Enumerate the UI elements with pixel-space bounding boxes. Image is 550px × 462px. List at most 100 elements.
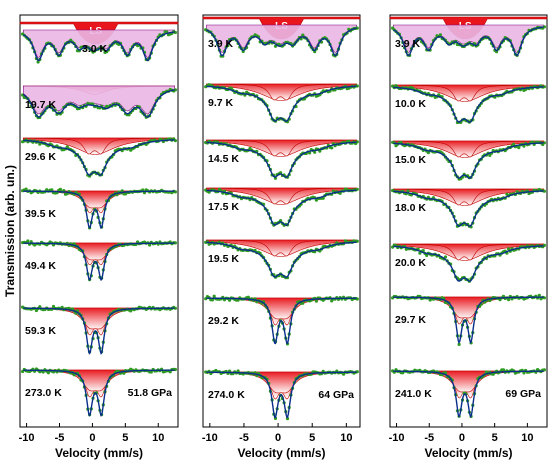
fit-line [393,86,544,123]
fit-line [206,297,357,345]
subspectrum-fill [392,243,545,261]
data-point [512,142,516,146]
spectrum-145K: 14.5 K [204,139,359,180]
fit-line [206,141,357,178]
data-point [537,293,541,297]
fit-line [393,190,544,227]
subspectrum-fill [22,190,176,209]
spectrum-180K: 18.0 K [391,187,547,229]
x-tick-label: 0 [275,432,281,444]
panel-frame [389,14,548,428]
data-point [41,370,45,374]
data-point [507,298,511,302]
spectrum-395K: 39.5 K [21,187,177,230]
temperature-label: 15.0 K [395,154,426,166]
spectrum-195K: 19.5 K [204,239,359,280]
spectrum-175K: 17.5 K [204,187,359,227]
fit-line [23,369,175,417]
spectrum-30K: LS3.0 K [19,21,179,64]
temperature-label: 49.4 K [25,260,56,272]
data-point [46,371,51,375]
temperature-label: 29.6 K [25,151,56,163]
data-point [173,88,177,92]
data-point [522,371,526,375]
temperature-label: 29.7 K [395,314,426,326]
pressure-label: 51.8 GPa [128,387,173,399]
temperature-label: 3.9 K [395,38,421,50]
data-point [301,33,305,37]
fit-line [23,242,175,282]
x-tick-label: 10 [521,432,533,444]
subspectrum-fill [392,188,545,206]
data-point [38,305,42,309]
subspectrum-fill [206,239,357,257]
x-tick-label: 5 [122,432,128,444]
temperature-label: 19.7 K [25,99,56,111]
data-point [58,187,63,191]
temperature-label: 14.5 K [208,153,239,165]
x-tick-label: -10 [19,432,35,444]
temperature-label: 273.0 K [25,387,62,399]
x-tick-label: 5 [492,432,498,444]
spectrum-197K: 19.7 K [21,85,177,120]
fit-line [393,296,544,344]
data-point [168,370,172,374]
spectrum-296K: 29.6 K [21,137,177,178]
pressure-label: 69 GPa [505,388,541,400]
spectrum-39K: LS3.9 K [202,16,361,58]
data-point [149,370,153,374]
fit-line [23,307,175,355]
data-point [425,253,429,257]
spectrum-2740K: 274.0 K [204,368,359,421]
x-tick-label: -5 [424,432,434,444]
temperature-label: 19.5 K [208,253,239,265]
data-point [60,305,64,309]
pressure-label: 64 GPa [318,389,354,401]
data-point [501,368,506,372]
temperature-label: 3.9 K [208,38,234,50]
y-axis-title: Transmission (arb. un.) [3,165,17,297]
panel-frame [19,14,179,428]
data-point [212,294,216,298]
data-point [279,219,283,223]
data-point [517,146,521,150]
spectrum-593K: 59.3 K [21,304,177,355]
x-tick-label: -10 [389,432,405,444]
fit-line [393,245,544,282]
data-point [120,189,124,193]
data-point [314,299,318,303]
fit-line [23,139,175,176]
panel-1: -10 -5 0 5 10 Velocity (mm/s) LS3.0 K 19.7 K 29.… [19,14,179,460]
fit-line [206,189,357,226]
fit-line [206,27,357,57]
subspectrum-fill [22,137,176,155]
spectrum-297K: 29.7 K [391,293,547,346]
fit-line [393,370,544,418]
fit-line [392,26,544,57]
x-tick-label: 5 [309,432,315,444]
temperature-label: 29.2 K [208,315,239,327]
x-tick-label: 10 [340,432,352,444]
data-point [438,33,442,37]
x-tick-label: 0 [89,432,95,444]
x-axis-title: Velocity (mm/s) [237,446,325,460]
x-tick-label: 0 [459,432,465,444]
data-point [228,298,232,302]
data-point [210,298,215,302]
data-point [457,342,461,346]
subspectrum-fill [206,139,357,157]
data-point [36,60,40,64]
data-point [50,188,54,192]
temperature-label: 39.5 K [25,208,56,220]
data-point [236,369,240,373]
data-point [229,86,233,90]
fit-line [206,241,357,278]
data-point [122,371,126,375]
data-point [246,295,250,299]
temperature-label: 59.3 K [25,325,56,337]
subspectrum-fill [392,140,545,158]
fit-line [23,190,175,230]
temperature-label: 18.0 K [395,202,426,214]
fit-line [22,89,175,118]
